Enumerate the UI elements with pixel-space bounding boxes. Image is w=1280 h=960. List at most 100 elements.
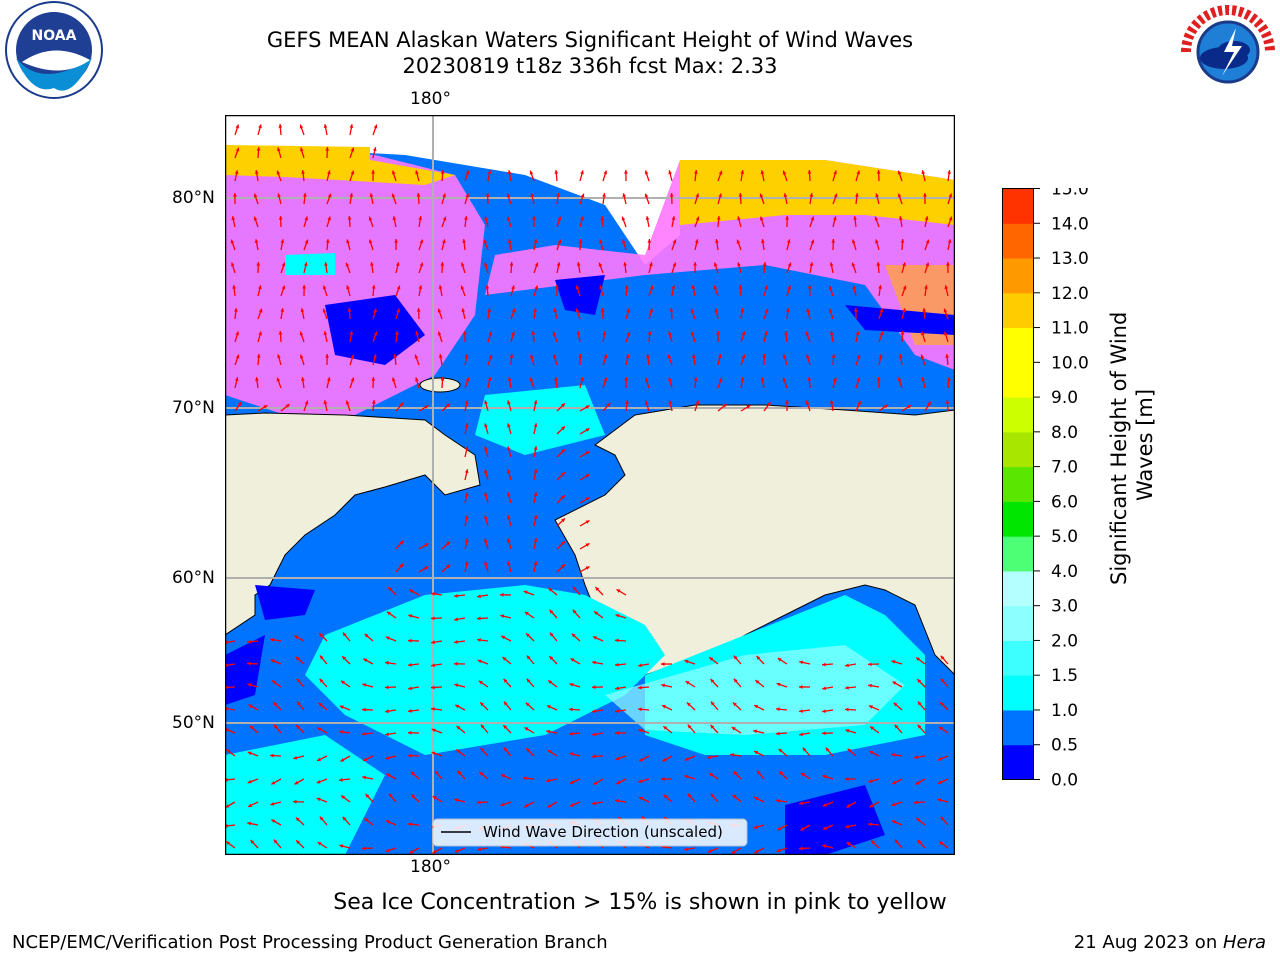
wave-arrow-head — [234, 170, 239, 175]
wave-arrow-head — [776, 848, 781, 853]
wave-arrow-head — [907, 405, 912, 409]
wave-arrow-head — [319, 678, 324, 683]
wave-arrow-head — [431, 640, 435, 645]
wave-arrow-head — [408, 730, 412, 735]
wave-arrow-head — [487, 170, 492, 175]
wave-arrow-head — [554, 285, 559, 289]
wave-arrow-head — [585, 543, 590, 547]
wave-arrow-head — [716, 216, 721, 220]
wave-arrow-head — [479, 772, 484, 776]
wave-arrow-head — [625, 400, 629, 404]
wave-arrow-head — [915, 781, 920, 785]
wave-arrow-head — [235, 354, 240, 359]
wave-arrow-head — [876, 170, 881, 174]
wave-arrow-head — [533, 239, 538, 244]
wave-arrow-head — [787, 262, 792, 267]
wave-arrow-head — [869, 803, 874, 808]
wave-arrow-head — [424, 543, 429, 547]
wave-arrow-head — [395, 262, 400, 267]
wave-arrow-head — [345, 262, 350, 267]
wave-arrow-head — [323, 400, 328, 405]
wave-arrow-head — [419, 239, 424, 244]
wave-arrow-head — [276, 170, 281, 175]
wave-arrow-head — [845, 707, 849, 712]
wave-arrow-head — [695, 193, 700, 198]
wave-arrow-head — [533, 561, 538, 566]
wave-arrow-head — [370, 262, 374, 266]
wave-arrow-head — [754, 750, 759, 755]
wave-arrow-head — [810, 239, 815, 244]
wave-arrow-head — [916, 657, 921, 662]
wave-arrow-head — [672, 239, 677, 244]
wave-arrow-head — [411, 794, 416, 799]
wave-arrow-head — [391, 170, 396, 175]
wave-arrow-head — [900, 239, 905, 243]
sea-ice-note: Sea Ice Concentration > 15% is shown in … — [333, 890, 947, 915]
wave-arrow-head — [557, 239, 562, 244]
wave-arrow-head — [921, 377, 926, 382]
wave-arrow-head — [416, 193, 421, 197]
wave-arrow-head — [938, 726, 943, 731]
wave-arrow-head — [822, 844, 827, 848]
colorbar-cell — [1002, 327, 1034, 363]
wave-arrow-head — [418, 216, 423, 220]
wave-arrow-head — [271, 780, 276, 785]
wave-arrow-head — [293, 799, 297, 804]
wave-arrow-head — [409, 589, 414, 594]
colorbar-cell — [1002, 501, 1034, 537]
wave-arrow-head — [319, 655, 324, 660]
wave-arrow-head — [484, 515, 488, 520]
wave-arrow-head — [414, 354, 419, 359]
wave-arrow-head — [883, 404, 888, 409]
wave-arrow-head — [575, 285, 580, 290]
wave-arrow-head — [900, 331, 905, 335]
wave-arrow-head — [457, 770, 462, 775]
wave-arrow-head — [578, 354, 583, 358]
wave-arrow-head — [875, 193, 879, 198]
wave-arrow-head — [487, 308, 491, 312]
land-siberia — [225, 412, 481, 636]
wave-arrow-head — [777, 658, 782, 662]
wave-arrow-head — [258, 124, 262, 129]
wave-arrow-head — [898, 216, 903, 220]
wave-arrow-head — [296, 725, 301, 730]
wave-arrow-head — [756, 770, 761, 775]
wave-arrow-head — [477, 847, 481, 852]
wave-arrow-head — [442, 193, 446, 198]
wave-arrow-head — [902, 308, 906, 313]
wave-arrow-head — [561, 449, 565, 454]
wave-arrow-head — [663, 794, 668, 799]
wave-arrow-head — [529, 377, 534, 382]
wave-arrow-head — [511, 308, 516, 313]
wave-arrow-head — [523, 776, 527, 781]
wave-arrow-head — [799, 660, 804, 665]
wave-arrow-head — [440, 170, 445, 174]
wave-arrow-head — [455, 704, 460, 709]
wave-arrow-head — [386, 773, 391, 778]
wave-arrow-head — [944, 285, 949, 290]
wave-arrow-head — [299, 331, 304, 336]
wave-arrow-head — [296, 840, 301, 845]
wave-arrow-head — [695, 216, 700, 221]
wave-arrow-head — [526, 633, 530, 638]
wave-arrow-head — [235, 147, 240, 152]
wave-arrow-head — [626, 308, 631, 313]
colorbar-tick-label: 2.0 — [1051, 631, 1078, 651]
wave-arrow-head — [646, 354, 650, 358]
wave-arrow-head — [280, 239, 285, 243]
wave-arrow-head — [273, 839, 278, 844]
colorbar-cell — [1002, 397, 1034, 433]
wave-arrow-head — [580, 377, 584, 382]
wave-arrow-head — [231, 216, 236, 221]
wave-arrow-head — [526, 748, 531, 753]
wave-arrow-head — [897, 193, 902, 198]
wave-arrow-head — [856, 354, 861, 359]
wave-arrow-head — [855, 331, 860, 336]
wave-arrow-head — [940, 816, 945, 821]
wave-arrow-head — [419, 262, 424, 267]
wave-arrow-head — [301, 377, 305, 381]
wave-arrow-head — [293, 755, 298, 760]
wave-arrow-head — [845, 729, 850, 733]
wave-arrow-head — [438, 354, 443, 358]
wave-arrow-head — [879, 331, 884, 336]
